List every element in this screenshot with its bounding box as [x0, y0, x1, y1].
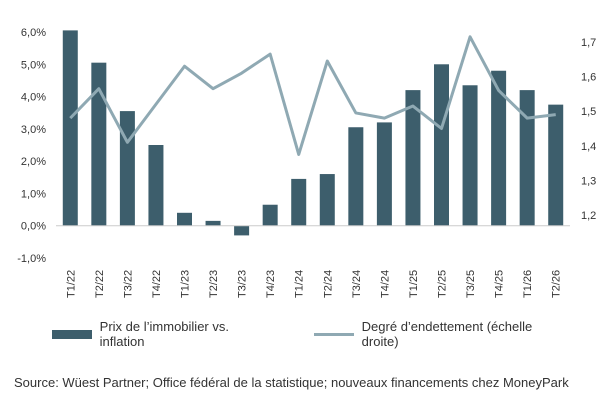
- bar: [91, 62, 107, 226]
- x-tick-label: T4/24: [379, 270, 391, 298]
- x-tick-label: T2/23: [208, 270, 220, 298]
- x-tick-label: T4/25: [494, 270, 506, 298]
- legend: Prix de l’immobilier vs. inflation Degré…: [52, 319, 609, 349]
- bar: [62, 30, 78, 226]
- bar: [491, 70, 507, 226]
- bar: [177, 212, 192, 226]
- left-axis-ticks: -1,0% 0,0% 1,0% 2,0% 3,0% 4,0% 5,0% 6,0%: [17, 27, 46, 265]
- bar: [148, 145, 164, 226]
- x-tick-label: T3/25: [465, 270, 477, 298]
- x-tick-label: T3/23: [237, 270, 249, 298]
- x-tick-label: T1/26: [522, 270, 534, 298]
- bar: [119, 111, 135, 226]
- bar: [234, 225, 250, 236]
- bar: [548, 104, 564, 226]
- left-tick-label: -1,0%: [17, 253, 46, 265]
- bar: [519, 90, 535, 226]
- source-note: Source: Wüest Partner; Office fédéral de…: [14, 375, 569, 390]
- bar: [291, 178, 307, 226]
- x-tick-label: T2/22: [94, 270, 106, 298]
- right-tick-label: 1,5: [581, 106, 596, 118]
- left-tick-label: 6,0%: [21, 27, 46, 39]
- bar: [348, 127, 364, 226]
- x-tick-label: T4/23: [265, 270, 277, 298]
- x-tick-label: T3/22: [122, 270, 134, 298]
- x-axis-labels: T1/22 T2/22 T3/22 T4/22 T1/23 T2/23 T3/23 T4/23…: [65, 270, 562, 298]
- left-tick-label: 2,0%: [21, 156, 46, 168]
- left-tick-label: 4,0%: [21, 92, 46, 104]
- legend-bar-label: Prix de l’immobilier vs. inflation: [99, 319, 229, 349]
- x-tick-label: T4/22: [151, 270, 163, 298]
- right-tick-label: 1,7: [581, 37, 596, 49]
- legend-item-line: Degré d’endettement (échelle droite): [313, 319, 571, 349]
- legend-line-swatch: [313, 332, 354, 336]
- left-tick-label: 0,0%: [21, 221, 46, 233]
- bar: [262, 204, 278, 226]
- x-tick-label: T2/25: [437, 270, 449, 298]
- bar: [462, 85, 478, 226]
- bar: [405, 90, 421, 226]
- right-axis-ticks: 1,2 1,3 1,4 1,5 1,6 1,7: [581, 37, 596, 222]
- x-tick-label: T1/23: [180, 270, 192, 298]
- x-tick-label: T3/24: [351, 270, 363, 298]
- bar: [319, 174, 335, 226]
- bar-series: [62, 30, 564, 236]
- bar: [205, 220, 221, 226]
- left-tick-label: 5,0%: [21, 59, 46, 71]
- left-tick-label: 1,0%: [21, 188, 46, 200]
- x-tick-label: T2/24: [322, 270, 334, 298]
- x-tick-label: T2/26: [551, 270, 563, 298]
- legend-line-label: Degré d’endettement (échelle droite): [361, 319, 533, 349]
- right-tick-label: 1,6: [581, 72, 596, 84]
- line-series: [69, 35, 556, 156]
- right-tick-label: 1,3: [581, 175, 596, 187]
- right-tick-label: 1,2: [581, 210, 596, 222]
- bar: [434, 64, 449, 226]
- x-tick-label: T1/22: [65, 270, 77, 298]
- legend-bar-swatch: [52, 329, 92, 339]
- left-tick-label: 3,0%: [21, 124, 46, 136]
- legend-item-bars: Prix de l’immobilier vs. inflation: [52, 319, 276, 349]
- bar: [376, 122, 392, 226]
- chart-area: -1,0% 0,0% 1,0% 2,0% 3,0% 4,0% 5,0% 6,0% 1,2 1,3…: [17, 27, 596, 298]
- right-tick-label: 1,4: [581, 141, 596, 153]
- x-tick-label: T1/25: [408, 270, 420, 298]
- x-tick-label: T1/24: [294, 270, 306, 298]
